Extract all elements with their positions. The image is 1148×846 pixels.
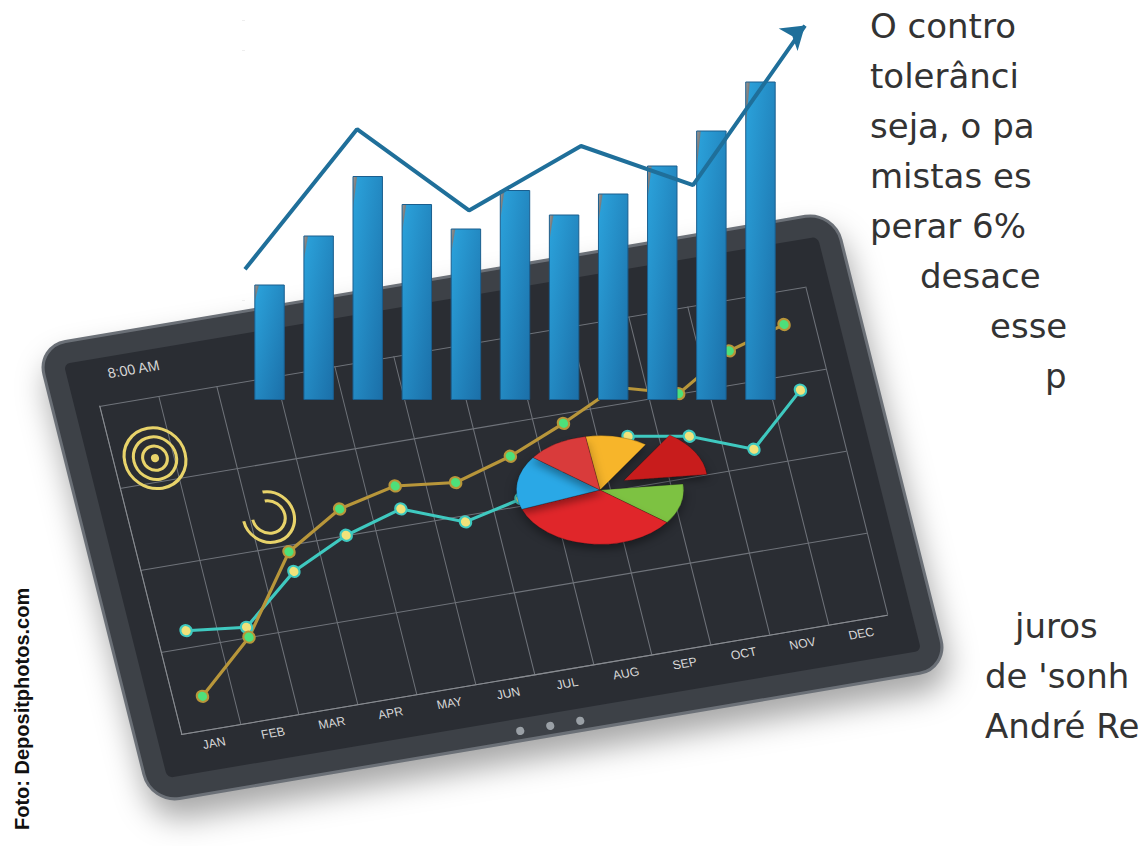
svg-text:APR: APR xyxy=(377,704,405,722)
svg-text:AUG: AUG xyxy=(611,664,640,682)
html-text:esse: esse xyxy=(990,306,1068,346)
html-text:de 'sonh: de 'sonh xyxy=(985,656,1130,696)
svg-text:MAR: MAR xyxy=(317,714,347,732)
svg-text:FEB: FEB xyxy=(260,724,287,742)
svg-text:JUL: JUL xyxy=(555,675,580,692)
html-text:p: p xyxy=(1045,356,1067,396)
svg-text:DEC: DEC xyxy=(847,625,876,643)
svg-text:NOV: NOV xyxy=(788,634,818,652)
html-text:O contro: O contro xyxy=(870,6,1016,46)
svg-text:JAN: JAN xyxy=(201,734,227,752)
svg-text:SEP: SEP xyxy=(671,655,698,673)
html-text:André Re: André Re xyxy=(985,706,1140,746)
html-text:Foto: Depositphotos.com: Foto: Depositphotos.com xyxy=(11,587,33,830)
svg-text:MAY: MAY xyxy=(435,694,464,712)
html-text:perar 6%: perar 6% xyxy=(870,206,1026,246)
svg-text:OCT: OCT xyxy=(729,645,758,663)
html-text:8:00 AM: 8:00 AM xyxy=(105,356,162,382)
html-text:mistas es: mistas es xyxy=(870,156,1032,196)
html-text:juros: juros xyxy=(1015,606,1098,646)
html-text:seja, o pa: seja, o pa xyxy=(870,106,1035,146)
html-text:desace: desace xyxy=(920,256,1041,296)
svg-text:JUN: JUN xyxy=(495,685,522,703)
html-text:tolerânci: tolerânci xyxy=(870,56,1019,96)
